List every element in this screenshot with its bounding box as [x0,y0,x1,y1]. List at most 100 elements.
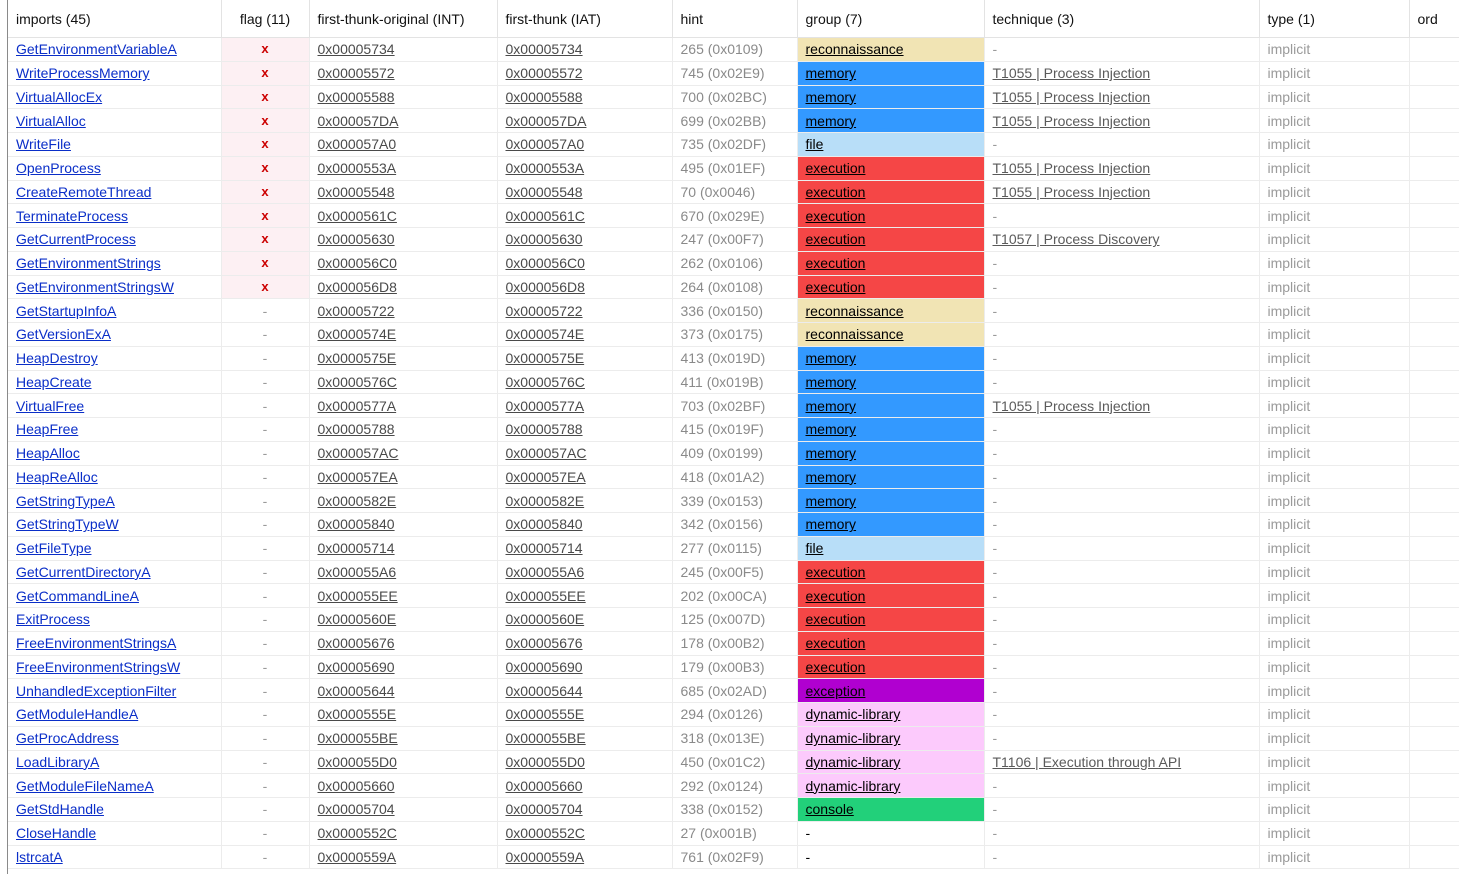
table-row[interactable]: GetProcAddress -0x000055BE 0x000055BE 318 (… [8,726,1459,751]
iat-address-link[interactable]: 0x0000575E [497,346,673,371]
iat-address-link[interactable]: 0x0000553A [497,156,673,181]
table-row[interactable]: GetEnvironmentVariableA x 0x00005734 0x0000… [8,37,1459,62]
import-name-link[interactable]: VirtualAlloc [8,108,222,133]
import-name-link[interactable]: GetStringTypeA [8,488,222,513]
group-cell[interactable]: console [797,797,985,822]
import-name-link[interactable]: GetCommandLineA [8,583,222,608]
table-row[interactable]: CloseHandle -0x0000552C 0x0000552C 27 (0x00… [8,821,1459,846]
table-row[interactable]: GetCommandLineA -0x000055EE 0x000055EE 202 … [8,583,1459,608]
import-name-link[interactable]: GetCurrentProcess [8,227,222,252]
technique-cell[interactable]: T1055 | Process Injection [984,393,1260,418]
import-name-link[interactable]: GetModuleHandleA [8,702,222,727]
table-row[interactable]: GetCurrentDirectoryA -0x000055A6 0x000055A… [8,560,1459,585]
int-address-link[interactable]: 0x0000560E [309,607,498,632]
iat-address-link[interactable]: 0x00005690 [497,655,673,680]
group-cell[interactable]: memory [797,393,985,418]
import-name-link[interactable]: HeapReAlloc [8,465,222,490]
group-cell[interactable]: file [797,536,985,561]
int-address-link[interactable]: 0x0000552C [309,821,498,846]
int-address-link[interactable]: 0x000055EE [309,583,498,608]
group-cell[interactable]: memory [797,512,985,537]
group-cell[interactable]: execution [797,227,985,252]
group-cell[interactable]: memory [797,370,985,395]
group-cell[interactable]: memory [797,488,985,513]
iat-address-link[interactable]: 0x0000559A [497,845,673,870]
group-cell[interactable]: - [797,821,985,846]
table-row[interactable]: WriteProcessMemory x 0x00005572 0x00005572 7… [8,61,1459,86]
iat-address-link[interactable]: 0x00005588 [497,85,673,110]
int-address-link[interactable]: 0x00005572 [309,61,498,86]
int-address-link[interactable]: 0x00005548 [309,180,498,205]
column-header-flag[interactable]: flag (11) [221,0,310,38]
column-header-imports[interactable]: imports (45) [8,0,222,38]
import-name-link[interactable]: WriteFile [8,132,222,157]
int-address-link[interactable]: 0x000055BE [309,726,498,751]
int-address-link[interactable]: 0x0000576C [309,370,498,395]
int-address-link[interactable]: 0x00005588 [309,85,498,110]
import-name-link[interactable]: GetStartupInfoA [8,298,222,323]
iat-address-link[interactable]: 0x00005572 [497,61,673,86]
iat-address-link[interactable]: 0x000057AC [497,441,673,466]
import-name-link[interactable]: GetFileType [8,536,222,561]
int-address-link[interactable]: 0x00005690 [309,655,498,680]
technique-cell[interactable]: T1055 | Process Injection [984,156,1260,181]
iat-address-link[interactable]: 0x0000577A [497,393,673,418]
technique-cell[interactable]: T1055 | Process Injection [984,180,1260,205]
iat-address-link[interactable]: 0x0000574E [497,322,673,347]
group-cell[interactable]: reconnaissance [797,322,985,347]
group-cell[interactable]: execution [797,655,985,680]
int-address-link[interactable]: 0x00005840 [309,512,498,537]
int-address-link[interactable]: 0x000057AC [309,441,498,466]
iat-address-link[interactable]: 0x00005630 [497,227,673,252]
iat-address-link[interactable]: 0x00005704 [497,797,673,822]
iat-address-link[interactable]: 0x000056D8 [497,275,673,300]
group-cell[interactable]: memory [797,61,985,86]
group-cell[interactable]: execution [797,180,985,205]
group-cell[interactable]: exception [797,678,985,703]
import-name-link[interactable]: GetProcAddress [8,726,222,751]
table-row[interactable]: VirtualAlloc x 0x000057DA 0x000057DA 699 (0x… [8,108,1459,133]
import-name-link[interactable]: CreateRemoteThread [8,180,222,205]
int-address-link[interactable]: 0x0000555E [309,702,498,727]
table-row[interactable]: ExitProcess -0x0000560E 0x0000560E 125 (0x0… [8,607,1459,632]
group-cell[interactable]: memory [797,417,985,442]
table-row[interactable]: GetFileType -0x00005714 0x00005714 277 (0x0… [8,536,1459,561]
iat-address-link[interactable]: 0x00005676 [497,631,673,656]
import-name-link[interactable]: VirtualAllocEx [8,85,222,110]
int-address-link[interactable]: 0x000056C0 [309,251,498,276]
table-row[interactable]: GetCurrentProcess x 0x00005630 0x00005630 24… [8,227,1459,252]
table-row[interactable]: OpenProcess x 0x0000553A 0x0000553A 495 (0x0… [8,156,1459,181]
iat-address-link[interactable]: 0x000055EE [497,583,673,608]
int-address-link[interactable]: 0x00005714 [309,536,498,561]
group-cell[interactable]: execution [797,275,985,300]
technique-cell[interactable]: T1055 | Process Injection [984,85,1260,110]
iat-address-link[interactable]: 0x00005660 [497,773,673,798]
group-cell[interactable]: execution [797,607,985,632]
import-name-link[interactable]: ExitProcess [8,607,222,632]
int-address-link[interactable]: 0x0000575E [309,346,498,371]
group-cell[interactable]: dynamic-library [797,773,985,798]
group-cell[interactable]: reconnaissance [797,298,985,323]
iat-address-link[interactable]: 0x0000560E [497,607,673,632]
int-address-link[interactable]: 0x00005676 [309,631,498,656]
int-address-link[interactable]: 0x0000559A [309,845,498,870]
technique-cell[interactable]: T1057 | Process Discovery [984,227,1260,252]
group-cell[interactable]: memory [797,85,985,110]
table-row[interactable]: GetEnvironmentStrings x 0x000056C0 0x000056… [8,251,1459,276]
import-name-link[interactable]: HeapDestroy [8,346,222,371]
table-row[interactable]: GetEnvironmentStringsW x 0x000056D8 0x00005… [8,275,1459,300]
group-cell[interactable]: reconnaissance [797,37,985,62]
group-cell[interactable]: file [797,132,985,157]
int-address-link[interactable]: 0x000055D0 [309,750,498,775]
import-name-link[interactable]: GetVersionExA [8,322,222,347]
import-name-link[interactable]: GetStringTypeW [8,512,222,537]
table-row[interactable]: GetModuleFileNameA -0x00005660 0x00005660 2… [8,773,1459,798]
import-name-link[interactable]: FreeEnvironmentStringsW [8,655,222,680]
int-address-link[interactable]: 0x0000561C [309,203,498,228]
group-cell[interactable]: memory [797,465,985,490]
import-name-link[interactable]: TerminateProcess [8,203,222,228]
iat-address-link[interactable]: 0x00005734 [497,37,673,62]
import-name-link[interactable]: HeapFree [8,417,222,442]
iat-address-link[interactable]: 0x0000561C [497,203,673,228]
table-row[interactable]: FreeEnvironmentStringsW -0x00005690 0x0000… [8,655,1459,680]
